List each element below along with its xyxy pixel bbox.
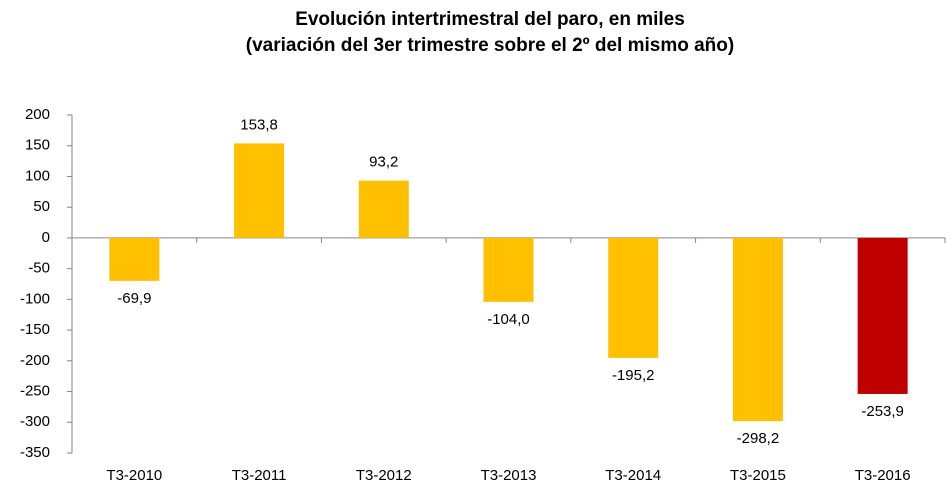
y-tick-label: -150	[20, 321, 50, 338]
bar	[483, 237, 534, 302]
x-tick-label: T3-2011	[232, 467, 287, 484]
y-tick-label: 50	[33, 198, 50, 215]
bar	[608, 237, 659, 358]
y-tick-label: -100	[20, 290, 50, 307]
y-tick-label: 200	[25, 106, 50, 123]
bar	[732, 237, 783, 422]
x-tick-label: T3-2013	[481, 467, 537, 484]
chart-subtitle: (variación del 3er trimestre sobre el 2º…	[246, 35, 734, 56]
data-label: -253,9	[861, 403, 904, 420]
data-label: -104,0	[487, 311, 530, 328]
y-tick-label: -250	[20, 383, 50, 400]
data-label: 93,2	[369, 154, 398, 171]
chart-title: Evolución intertrimestral del paro, en m…	[295, 9, 685, 30]
x-tick-label: T3-2016	[855, 467, 911, 484]
bar	[857, 237, 908, 394]
y-tick-label: 0	[42, 229, 50, 246]
y-tick-label: -300	[20, 413, 50, 430]
data-label: -195,2	[612, 367, 655, 384]
x-tick-label: T3-2015	[730, 467, 786, 484]
y-tick-label: 150	[25, 137, 50, 154]
data-label: -298,2	[737, 430, 780, 447]
y-tick-label: 100	[25, 167, 50, 184]
x-tick-label: T3-2012	[356, 467, 412, 484]
bar	[234, 143, 285, 238]
x-tick-label: T3-2010	[106, 467, 162, 484]
y-tick-label: -350	[20, 444, 50, 461]
x-tick-label: T3-2014	[605, 467, 661, 484]
y-tick-label: -50	[28, 260, 50, 277]
data-label: -69,9	[117, 290, 151, 307]
bar	[358, 180, 409, 238]
data-label: 153,8	[240, 116, 278, 133]
bar	[109, 237, 160, 281]
y-tick-label: -200	[20, 352, 50, 369]
